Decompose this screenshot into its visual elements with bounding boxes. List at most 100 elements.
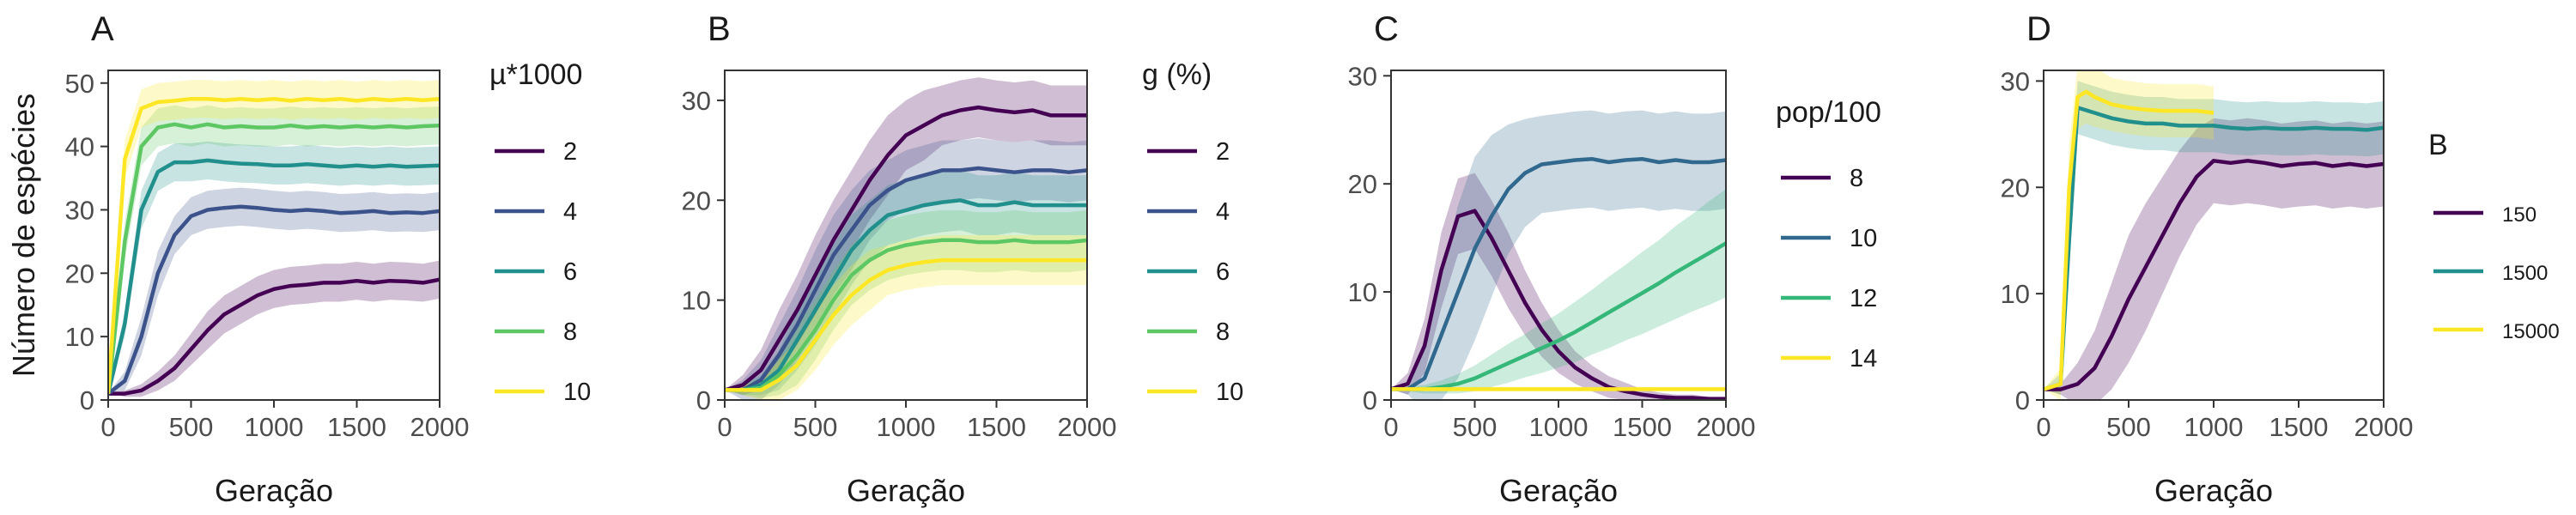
legend-label-8: 8 [563, 318, 577, 346]
x-tick-label: 500 [2106, 412, 2151, 442]
y-tick-label: 10 [65, 322, 94, 352]
y-tick-label: 30 [2001, 66, 2030, 96]
series-6-line [725, 198, 1087, 392]
legend-label-1500: 1500 [2502, 262, 2548, 285]
legend-label-8: 8 [1850, 165, 1863, 192]
series-12-line [1391, 241, 1726, 391]
legend-label-150: 150 [2502, 203, 2537, 227]
x-axis-title: Geração [215, 473, 333, 508]
series-2-line [725, 105, 1087, 392]
plot-area [108, 80, 440, 397]
x-axis-title: Geração [1499, 473, 1618, 508]
series-4-line [108, 204, 440, 396]
legend-label-10: 10 [563, 379, 591, 406]
legend-label-12: 12 [1850, 285, 1877, 312]
legend-label-10: 10 [1216, 379, 1243, 406]
series-4-ribbon [108, 187, 440, 394]
x-axis-title: Geração [2154, 473, 2273, 508]
x-tick-label: 1500 [1613, 412, 1672, 442]
series-150-ribbon [2044, 118, 2384, 400]
legend: µ*1000 2 4 6 8 10 [489, 58, 591, 406]
x-tick-label: 1000 [2184, 412, 2244, 442]
panel-label: B [708, 10, 731, 48]
legend-title: pop/100 [1776, 96, 1881, 129]
series-150-line [2044, 159, 2384, 391]
y-tick-label: 30 [65, 195, 94, 225]
series-10-line [108, 96, 440, 394]
legend: g (%) 2 4 6 8 10 [1142, 58, 1243, 406]
panel-d: D 0 10 20 30 0 500 1000 1500 2000 Geração B 150 1500 1… [2001, 10, 2560, 508]
y-tick-label: 30 [682, 86, 711, 116]
y-tick-label: 0 [80, 385, 94, 415]
y-tick-label: 20 [65, 258, 94, 288]
x-tick-label: 500 [1453, 412, 1498, 442]
x-tick-label: 1500 [967, 412, 1026, 442]
series-8-line [1391, 209, 1726, 400]
legend-label-6: 6 [563, 258, 577, 286]
series-15000-line [2044, 89, 2215, 391]
legend-label-8: 8 [1216, 318, 1230, 346]
x-tick-label: 0 [100, 412, 115, 442]
series-8-line [108, 122, 440, 394]
x-tick-label: 2000 [1058, 412, 1117, 442]
legend-label-10: 10 [1850, 225, 1877, 252]
x-tick-label: 1500 [327, 412, 386, 442]
legend-label-2: 2 [1216, 138, 1230, 166]
series-2-line [108, 277, 440, 396]
series-10-line [1391, 156, 1726, 391]
series-2-ribbon [108, 260, 440, 397]
series-8-line [725, 238, 1087, 392]
y-axis-title: Número de espécies [6, 94, 41, 377]
series-6-line [108, 158, 440, 395]
y-tick-label: 0 [696, 385, 711, 415]
panel-c: C 0 10 20 30 0 500 1000 1500 2000 Geração pop/100 8 1… [1348, 10, 1881, 508]
series-8-ribbon [108, 105, 440, 394]
legend: pop/100 8 10 12 14 [1776, 96, 1881, 373]
series-8-ribbon [1391, 173, 1726, 400]
x-tick-label: 2000 [1697, 412, 1756, 442]
panel-label: A [91, 10, 114, 48]
series-2-ribbon [725, 77, 1087, 396]
y-tick-label: 10 [1348, 277, 1377, 307]
legend-label-6: 6 [1216, 258, 1230, 286]
legend-label-4: 4 [1216, 198, 1230, 226]
y-tick-label: 20 [1348, 169, 1377, 199]
x-axis-title: Geração [847, 473, 965, 508]
x-tick-label: 1500 [2269, 412, 2329, 442]
series-10-ribbon [1391, 110, 1726, 400]
y-tick-label: 30 [1348, 61, 1377, 91]
legend: B 150 1500 15000 [2428, 129, 2560, 343]
series-10-line [725, 258, 1087, 392]
y-tick-label: 0 [1363, 385, 1377, 415]
legend-label-4: 4 [563, 198, 577, 226]
panel-label: C [1374, 10, 1399, 48]
series-4-ribbon [725, 138, 1087, 400]
x-tick-label: 0 [1383, 412, 1398, 442]
x-tick-label: 1000 [1529, 412, 1589, 442]
legend-label-15000: 15000 [2502, 320, 2560, 343]
x-tick-label: 0 [717, 412, 732, 442]
x-tick-label: 2000 [2354, 412, 2414, 442]
panel-label: D [2026, 10, 2051, 48]
series-15000-ribbon [2044, 70, 2214, 400]
series-1500-line [2044, 106, 2384, 391]
legend-title: µ*1000 [489, 58, 582, 91]
y-tick-label: 0 [2015, 385, 2030, 415]
y-tick-label: 10 [2001, 279, 2030, 309]
y-tick-label: 20 [2001, 173, 2030, 203]
y-tick-label: 40 [65, 132, 94, 162]
legend-label-14: 14 [1850, 345, 1877, 373]
series-10-ribbon [725, 235, 1087, 400]
legend-title: g (%) [1142, 58, 1212, 91]
y-tick-label: 50 [65, 69, 94, 99]
x-tick-label: 2000 [410, 412, 470, 442]
legend-title: B [2428, 129, 2448, 161]
y-tick-label: 10 [682, 286, 711, 316]
panel-b: B 0 10 20 30 0 500 1000 1500 2000 Geração g (%) 2 4 6 8… [682, 10, 1244, 508]
series-4-line [725, 166, 1087, 392]
x-tick-label: 0 [2036, 412, 2050, 442]
plot-area [1391, 110, 1726, 400]
x-tick-label: 1000 [245, 412, 304, 442]
